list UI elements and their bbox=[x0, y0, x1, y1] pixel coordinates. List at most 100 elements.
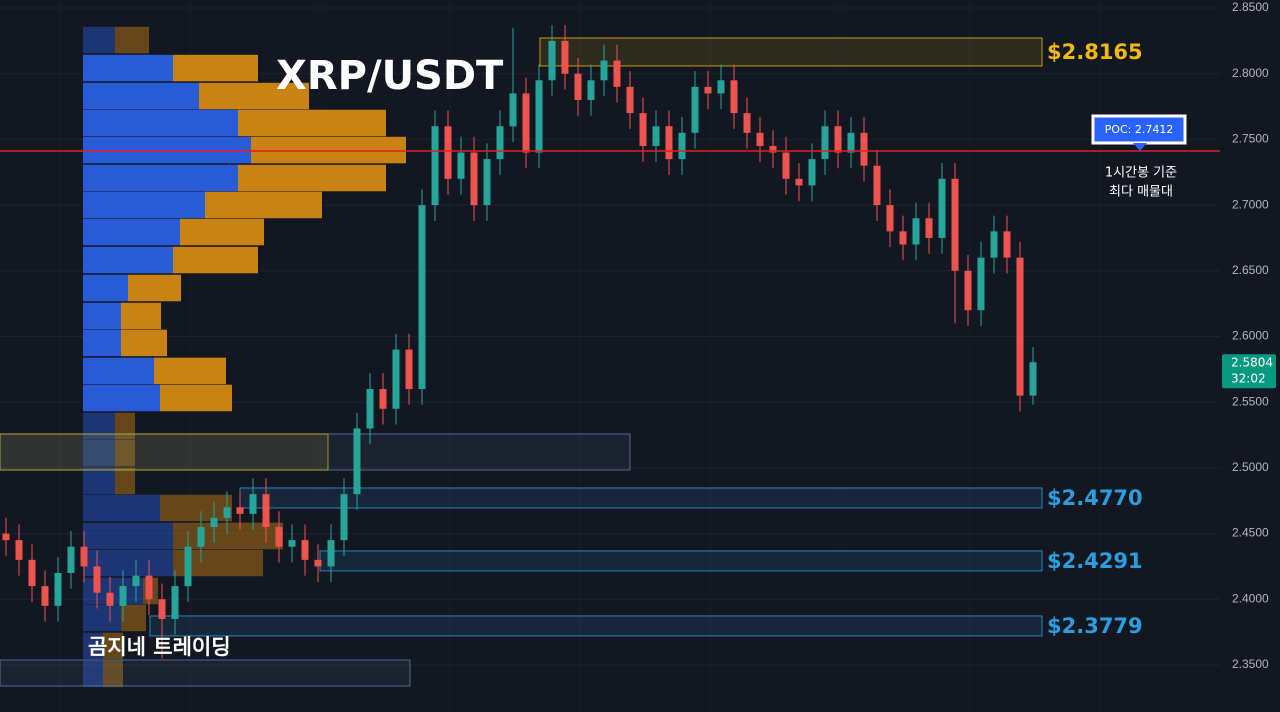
candle-body bbox=[847, 132, 855, 153]
candle-body bbox=[483, 159, 491, 206]
candle-body bbox=[171, 586, 179, 619]
chart-title: XRP/USDT bbox=[276, 53, 504, 99]
profile-buy bbox=[83, 218, 180, 246]
profile-sell bbox=[160, 494, 232, 522]
candle-body bbox=[145, 575, 153, 600]
y-tick-label: 2.6000 bbox=[1232, 329, 1269, 343]
candle-body bbox=[41, 586, 49, 606]
zone bbox=[539, 37, 1043, 67]
candle-body bbox=[548, 40, 556, 81]
profile-sell bbox=[103, 660, 123, 688]
profile-sell bbox=[180, 218, 264, 246]
candle-body bbox=[912, 218, 920, 245]
profile-sell bbox=[115, 467, 135, 495]
candle-body bbox=[535, 80, 543, 153]
profile-sell bbox=[199, 82, 309, 110]
profile-buy bbox=[83, 494, 160, 522]
candle-body bbox=[613, 60, 621, 87]
candle-body bbox=[873, 165, 881, 206]
zone bbox=[0, 659, 411, 687]
candle-body bbox=[964, 270, 972, 311]
price-tag bbox=[1222, 354, 1276, 389]
candle-body bbox=[522, 93, 530, 153]
profile-buy bbox=[83, 412, 115, 440]
candle-body bbox=[223, 507, 231, 518]
profile-sell bbox=[205, 191, 322, 219]
candle-body bbox=[262, 494, 270, 528]
poc-note: 1시간봉 기준 bbox=[1105, 166, 1177, 181]
price-tag-countdown: 32:02 bbox=[1231, 372, 1266, 386]
profile-sell bbox=[121, 604, 146, 632]
candle-body bbox=[28, 559, 36, 587]
candle-body bbox=[353, 428, 361, 495]
y-tick-label: 2.5500 bbox=[1232, 394, 1269, 408]
candle-body bbox=[1029, 362, 1037, 396]
candle-body bbox=[782, 152, 790, 179]
profile-sell bbox=[173, 246, 258, 274]
candle-body bbox=[678, 132, 686, 160]
candle-body bbox=[197, 527, 205, 547]
candle-body bbox=[379, 389, 387, 409]
candle-body bbox=[821, 126, 829, 160]
zone-label: $2.3779 bbox=[1047, 614, 1143, 638]
price-tag-value: 2.5804 bbox=[1231, 356, 1273, 370]
candle-body bbox=[925, 218, 933, 238]
profile-sell bbox=[121, 329, 167, 357]
y-tick-label: 2.4000 bbox=[1232, 591, 1269, 605]
zone bbox=[319, 550, 1043, 572]
candle-body bbox=[860, 132, 868, 166]
profile-sell bbox=[115, 439, 135, 467]
zone-label: $2.4770 bbox=[1047, 486, 1143, 510]
profile-sell bbox=[238, 109, 386, 137]
candle-body bbox=[496, 126, 504, 160]
candle-body bbox=[990, 231, 998, 258]
y-tick-label: 2.3500 bbox=[1232, 657, 1269, 671]
candle-body bbox=[743, 113, 751, 133]
zone-label: $2.8165 bbox=[1047, 40, 1143, 64]
profile-buy bbox=[83, 274, 128, 302]
candle-body bbox=[184, 546, 192, 587]
candle-body bbox=[834, 126, 842, 153]
candle-body bbox=[93, 566, 101, 593]
zone-label: $2.4291 bbox=[1047, 549, 1143, 573]
profile-buy bbox=[83, 191, 205, 219]
candle-body bbox=[1016, 257, 1024, 396]
candle-body bbox=[54, 572, 62, 606]
candle-body bbox=[938, 178, 946, 238]
candle-body bbox=[795, 178, 803, 186]
candle-body bbox=[756, 132, 764, 146]
profile-buy bbox=[83, 439, 115, 467]
y-tick-label: 2.7500 bbox=[1232, 132, 1269, 146]
candle-body bbox=[132, 575, 140, 587]
candle-body bbox=[288, 540, 296, 547]
profile-buy bbox=[83, 604, 121, 632]
candle-body bbox=[119, 586, 127, 606]
profile-buy bbox=[83, 54, 173, 82]
candle-body bbox=[652, 126, 660, 146]
candle-body bbox=[574, 73, 582, 100]
profile-sell bbox=[173, 522, 283, 550]
candle-body bbox=[210, 517, 218, 528]
candle-body bbox=[587, 80, 595, 100]
candle-body bbox=[769, 145, 777, 153]
profile-buy bbox=[83, 302, 121, 330]
candle-body bbox=[405, 349, 413, 390]
profile-buy bbox=[83, 357, 154, 385]
y-tick-label: 2.4500 bbox=[1232, 526, 1269, 540]
profile-sell bbox=[103, 632, 123, 660]
candle-body bbox=[730, 80, 738, 114]
candle-body bbox=[1003, 231, 1011, 258]
candle-body bbox=[2, 533, 10, 541]
zone bbox=[0, 433, 329, 471]
profile-buy bbox=[83, 522, 173, 550]
candle-body bbox=[444, 126, 452, 179]
poc-label: POC: 2.7412 bbox=[1105, 123, 1174, 136]
candle-body bbox=[717, 80, 725, 94]
y-tick-label: 2.5000 bbox=[1232, 460, 1269, 474]
profile-sell bbox=[173, 54, 258, 82]
candle-body bbox=[977, 257, 985, 311]
candle-body bbox=[808, 159, 816, 186]
candle-body bbox=[704, 86, 712, 94]
